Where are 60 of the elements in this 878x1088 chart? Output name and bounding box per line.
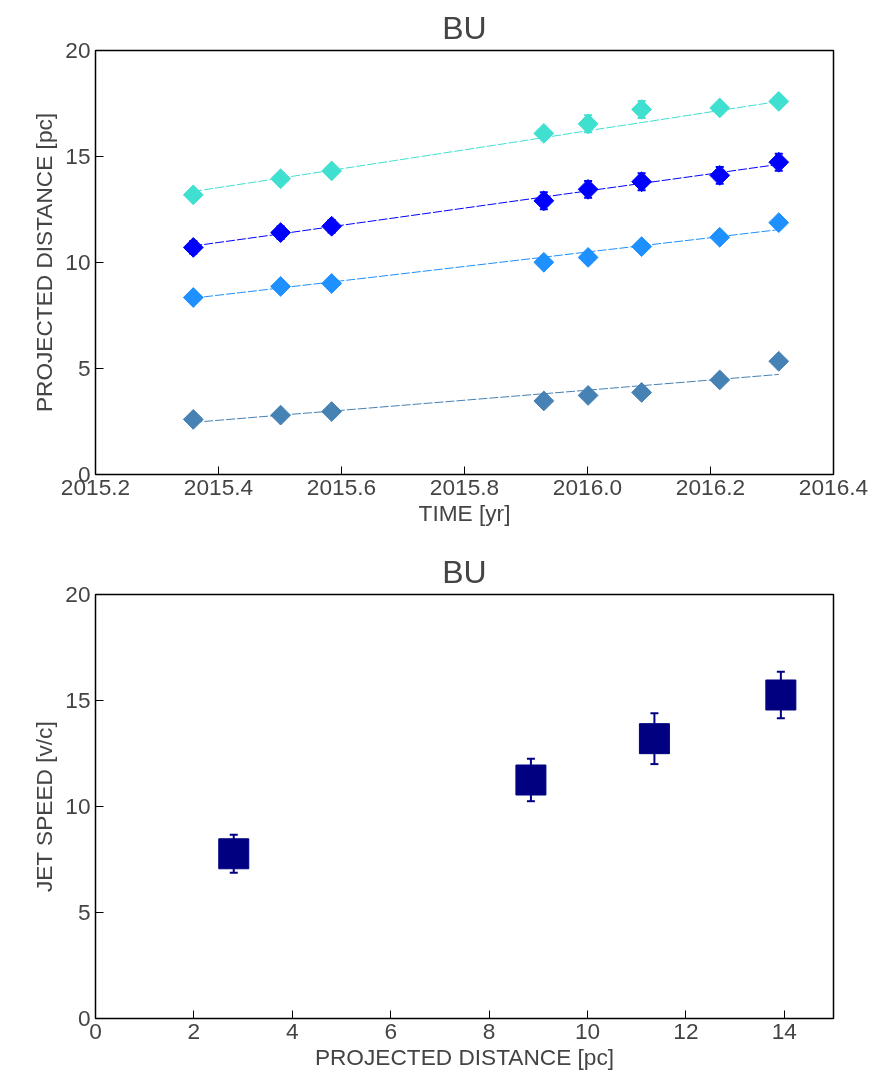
y-tick-label: 20 xyxy=(65,581,91,607)
y-tick-label: 10 xyxy=(65,249,91,275)
point xyxy=(768,350,790,372)
point xyxy=(638,723,670,755)
point xyxy=(321,273,343,294)
point xyxy=(577,178,599,200)
x-tick-label: 14 xyxy=(771,1017,797,1044)
y-tick-label: 15 xyxy=(65,687,91,713)
y-tick-label: 20 xyxy=(65,37,91,63)
x-tick-label: 2016.0 xyxy=(552,473,623,500)
y-tick-label: 5 xyxy=(77,899,91,925)
chart-title: BU xyxy=(442,9,487,46)
point xyxy=(765,679,797,711)
point xyxy=(709,97,731,119)
point xyxy=(321,401,343,422)
chart-title: BU xyxy=(442,553,487,590)
point xyxy=(631,99,653,120)
x-axis-title: TIME [yr] xyxy=(418,499,511,526)
point xyxy=(577,247,599,268)
point xyxy=(631,171,653,193)
x-tick-label: 2015.8 xyxy=(429,473,500,500)
point xyxy=(768,212,790,234)
point xyxy=(182,287,204,308)
x-tick-label: 2015.4 xyxy=(183,473,254,500)
point xyxy=(533,122,555,144)
point xyxy=(533,190,555,212)
x-tick-label: 2016.2 xyxy=(675,473,746,500)
x-tick-label: 12 xyxy=(673,1017,699,1044)
point xyxy=(182,184,204,206)
point xyxy=(270,404,292,426)
point xyxy=(321,160,343,182)
point xyxy=(182,408,204,430)
x-tick-label: 2015.6 xyxy=(306,473,377,500)
y-axis-title: JET SPEED [v/c] xyxy=(31,721,58,893)
point xyxy=(218,838,250,870)
point xyxy=(515,764,547,796)
point xyxy=(270,168,292,190)
x-axis-title: PROJECTED DISTANCE [pc] xyxy=(314,1043,615,1070)
x-tick-label: 8 xyxy=(482,1017,496,1044)
x-tick-label: 2 xyxy=(187,1017,201,1044)
x-tick-label: 10 xyxy=(574,1017,601,1044)
point xyxy=(577,113,599,135)
point xyxy=(709,369,731,391)
point xyxy=(533,390,555,412)
point xyxy=(768,90,790,112)
point xyxy=(709,164,731,186)
point xyxy=(631,382,653,403)
point xyxy=(533,251,555,273)
x-tick-label: 4 xyxy=(286,1017,299,1044)
x-tick-label: 2016.4 xyxy=(798,473,869,500)
x-tick-label: 6 xyxy=(384,1017,398,1044)
y-tick-label: 10 xyxy=(65,793,91,819)
point xyxy=(768,151,790,173)
y-tick-label: 5 xyxy=(77,355,91,381)
y-tick-label: 15 xyxy=(65,143,91,169)
point xyxy=(577,385,599,406)
point xyxy=(709,226,731,248)
y-axis-title: PROJECTED DISTANCE [pc] xyxy=(31,112,58,413)
point xyxy=(631,236,653,257)
point xyxy=(270,276,292,297)
